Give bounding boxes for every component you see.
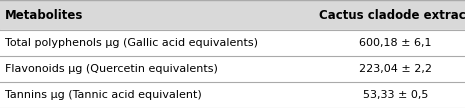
Bar (0, 56, 465, 82)
Bar (0, 0, 465, 30)
Text: Metabolites: Metabolites (5, 9, 83, 22)
Text: 600,18 ± 6,1: 600,18 ± 6,1 (359, 38, 432, 48)
Text: 223,04 ± 2,2: 223,04 ± 2,2 (359, 64, 432, 74)
Text: Cactus cladode extract: Cactus cladode extract (319, 9, 465, 22)
Text: Total polyphenols μg (Gallic acid equivalents): Total polyphenols μg (Gallic acid equiva… (5, 38, 258, 48)
Bar (0, 82, 465, 108)
Text: 53,33 ± 0,5: 53,33 ± 0,5 (363, 90, 428, 100)
Text: Tannins μg (Tannic acid equivalent): Tannins μg (Tannic acid equivalent) (5, 90, 201, 100)
Bar (0, 30, 465, 56)
Text: Flavonoids μg (Quercetin equivalents): Flavonoids μg (Quercetin equivalents) (5, 64, 218, 74)
